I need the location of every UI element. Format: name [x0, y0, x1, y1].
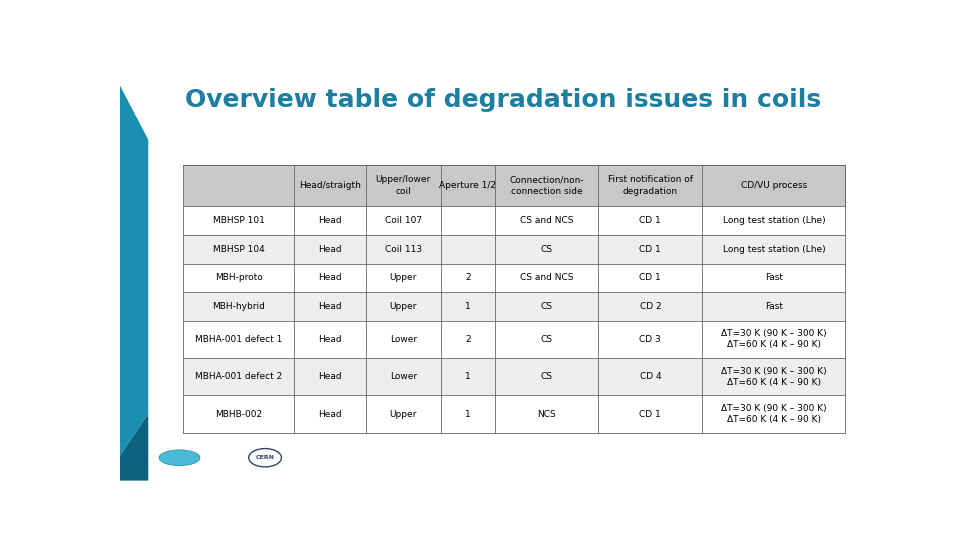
Text: Lower: Lower [390, 372, 417, 381]
Bar [183, 235, 846, 264]
Text: Coil 107: Coil 107 [385, 216, 422, 225]
Text: CS: CS [540, 245, 553, 254]
Text: Fast: Fast [765, 273, 782, 282]
Bar [183, 321, 846, 358]
Text: HiLumi: HiLumi [164, 451, 195, 461]
Text: Head/straigth: Head/straigth [300, 181, 361, 190]
Polygon shape [120, 414, 148, 481]
Text: Upper: Upper [390, 302, 417, 311]
Ellipse shape [159, 450, 200, 465]
Text: ΔT=30 K (90 K – 300 K)
ΔT=60 K (4 K – 90 K): ΔT=30 K (90 K – 300 K) ΔT=60 K (4 K – 90… [721, 404, 827, 424]
Text: MBHSP 101: MBHSP 101 [213, 216, 265, 225]
Text: MBHSP 104: MBHSP 104 [213, 245, 265, 254]
Text: Lower: Lower [390, 335, 417, 344]
Text: CS: CS [540, 372, 553, 381]
Text: Head: Head [318, 302, 342, 311]
Text: CS and NCS: CS and NCS [519, 216, 573, 225]
Bar [183, 292, 846, 321]
Text: CS: CS [540, 302, 553, 311]
Text: Upper: Upper [390, 273, 417, 282]
Text: 1: 1 [465, 410, 470, 418]
Text: Head: Head [318, 372, 342, 381]
Text: CERN: CERN [255, 455, 275, 460]
Text: Head: Head [318, 410, 342, 418]
Text: Upper: Upper [390, 410, 417, 418]
Text: MBHA-001 defect 2: MBHA-001 defect 2 [195, 372, 282, 381]
Text: CS and NCS: CS and NCS [519, 273, 573, 282]
Bar [183, 264, 846, 292]
Text: CD/VU process: CD/VU process [741, 181, 807, 190]
Text: First notification of
degradation: First notification of degradation [608, 176, 693, 195]
Text: CD 1: CD 1 [639, 245, 661, 254]
Text: Connection/non-
connection side: Connection/non- connection side [509, 176, 584, 195]
Text: CD 1: CD 1 [639, 410, 661, 418]
Text: MBHA-001 defect 1: MBHA-001 defect 1 [195, 335, 282, 344]
Text: Coil 113: Coil 113 [385, 245, 422, 254]
Text: ΔT=30 K (90 K – 300 K)
ΔT=60 K (4 K – 90 K): ΔT=30 K (90 K – 300 K) ΔT=60 K (4 K – 90… [721, 329, 827, 349]
Text: Upper/lower
coil: Upper/lower coil [375, 176, 431, 195]
Text: 2: 2 [465, 273, 470, 282]
Text: Fast: Fast [765, 302, 782, 311]
Text: Aperture 1/2: Aperture 1/2 [440, 181, 496, 190]
Text: Head: Head [318, 216, 342, 225]
Text: ΔT=30 K (90 K – 300 K)
ΔT=60 K (4 K – 90 K): ΔT=30 K (90 K – 300 K) ΔT=60 K (4 K – 90… [721, 367, 827, 387]
Bar [183, 358, 846, 395]
Text: NCS: NCS [538, 410, 556, 418]
Text: 2: 2 [465, 335, 470, 344]
Text: Long test station (Lhe): Long test station (Lhe) [723, 216, 826, 225]
Text: CD 1: CD 1 [639, 273, 661, 282]
Text: MBH-hybrid: MBH-hybrid [212, 302, 265, 311]
Text: Head: Head [318, 335, 342, 344]
Text: CD 2: CD 2 [639, 302, 661, 311]
Text: CD 1: CD 1 [639, 216, 661, 225]
Polygon shape [120, 85, 148, 456]
Text: Head: Head [318, 245, 342, 254]
Text: HL-LHC PROJECT: HL-LHC PROJECT [157, 458, 202, 463]
Text: CS: CS [540, 335, 553, 344]
Text: MBH-proto: MBH-proto [215, 273, 263, 282]
Bar [183, 165, 846, 206]
Text: 1: 1 [465, 302, 470, 311]
Text: CD 3: CD 3 [639, 335, 661, 344]
Text: Head: Head [318, 273, 342, 282]
Bar [183, 206, 846, 235]
Text: CD 4: CD 4 [639, 372, 661, 381]
Text: Overview table of degradation issues in coils: Overview table of degradation issues in … [185, 88, 821, 112]
Text: Long test station (Lhe): Long test station (Lhe) [723, 245, 826, 254]
Text: 1: 1 [465, 372, 470, 381]
Text: MBHB-002: MBHB-002 [215, 410, 262, 418]
Bar [183, 395, 846, 433]
